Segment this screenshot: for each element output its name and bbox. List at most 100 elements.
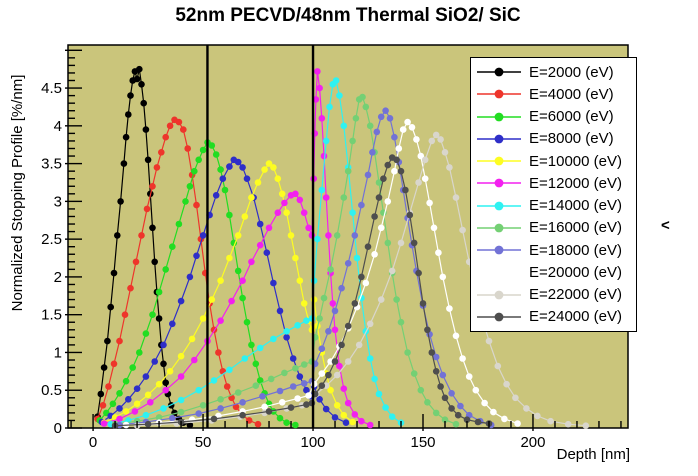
data-point	[155, 380, 163, 388]
data-point	[446, 305, 453, 312]
data-point	[180, 126, 187, 133]
data-point	[283, 419, 290, 427]
data-point	[144, 156, 152, 164]
legend-marker	[477, 178, 521, 188]
data-point	[133, 400, 141, 408]
data-point	[333, 402, 341, 409]
data-point	[474, 418, 482, 426]
data-point	[259, 393, 266, 400]
data-point	[564, 420, 572, 428]
data-point	[322, 137, 330, 145]
data-point	[191, 356, 198, 364]
data-point	[391, 167, 398, 175]
data-point	[494, 362, 502, 370]
data-point	[426, 199, 433, 207]
series-line	[115, 156, 490, 427]
data-point	[512, 394, 519, 402]
data-point	[351, 411, 359, 418]
x-tick-label: 50	[195, 434, 212, 451]
data-point	[349, 418, 356, 426]
data-point	[331, 414, 339, 421]
data-point	[326, 103, 333, 111]
data-point	[384, 239, 392, 247]
data-point	[125, 396, 132, 403]
data-point	[186, 273, 194, 281]
data-point	[406, 211, 414, 219]
data-point	[226, 163, 233, 170]
data-point	[226, 366, 233, 374]
y-tick-label: 4.5	[41, 80, 62, 97]
legend-marker	[477, 201, 521, 211]
data-point	[349, 209, 356, 216]
x-tick-label: 200	[520, 434, 545, 451]
data-point	[503, 380, 510, 388]
data-point	[125, 111, 132, 118]
data-point	[534, 412, 541, 420]
legend-label: E=24000 (eV)	[529, 308, 622, 326]
data-point	[248, 258, 255, 266]
data-point	[274, 209, 282, 216]
data-point	[147, 399, 154, 406]
data-point	[252, 382, 260, 390]
data-point	[136, 65, 143, 73]
data-point	[166, 122, 174, 130]
data-point	[364, 243, 372, 250]
legend-label: E=22000 (eV)	[529, 286, 622, 304]
data-point	[169, 243, 176, 250]
data-point	[404, 118, 411, 126]
data-point	[314, 68, 321, 75]
data-point	[193, 201, 200, 209]
data-point	[177, 352, 185, 360]
data-point	[336, 92, 343, 99]
data-point	[366, 421, 374, 429]
data-point	[263, 249, 271, 256]
data-point	[132, 258, 140, 266]
data-point	[195, 156, 202, 164]
data-point	[459, 355, 466, 362]
data-point	[463, 416, 471, 424]
data-point	[322, 405, 330, 413]
data-point	[332, 77, 340, 84]
data-point	[408, 124, 416, 131]
data-point	[371, 375, 378, 383]
data-point	[274, 175, 282, 182]
data-point	[243, 175, 251, 182]
axis-tick-labels: 0 50 100 150 200 0 0.5 1 1.5 2 2.5 3 3.5 4 4.5	[41, 80, 545, 451]
data-point	[441, 394, 449, 402]
legend-marker	[477, 223, 521, 233]
data-point	[97, 390, 105, 398]
data-point	[366, 122, 374, 130]
data-point	[121, 311, 129, 319]
data-point	[151, 358, 158, 365]
legend-item-E=8000: E=8000 (eV)	[471, 128, 636, 149]
legend-item-E=2000: E=2000 (eV)	[471, 62, 636, 83]
y-tick-label: 3	[54, 193, 62, 210]
data-point	[448, 405, 455, 412]
data-point	[359, 93, 366, 101]
data-point	[182, 198, 189, 205]
data-point	[270, 279, 277, 287]
data-point	[410, 370, 418, 377]
data-point	[281, 199, 288, 207]
data-point	[131, 408, 139, 415]
data-point	[133, 75, 141, 83]
data-point	[454, 411, 462, 419]
data-point	[116, 415, 123, 423]
data-point	[501, 415, 508, 423]
data-point	[281, 369, 288, 377]
data-point	[110, 360, 118, 368]
data-point	[162, 386, 169, 394]
legend-marker	[477, 245, 521, 255]
data-point	[175, 118, 183, 126]
data-point	[122, 133, 130, 141]
data-point	[169, 414, 176, 422]
y-tick-label: 1.5	[41, 307, 62, 324]
legend-item-E=20000: E=20000 (eV)	[471, 262, 636, 283]
data-point	[432, 131, 440, 139]
data-point	[234, 232, 242, 239]
data-point	[417, 386, 425, 394]
data-point	[316, 315, 323, 322]
data-point	[283, 328, 290, 335]
data-point	[129, 364, 136, 371]
legend-marker	[477, 156, 521, 166]
